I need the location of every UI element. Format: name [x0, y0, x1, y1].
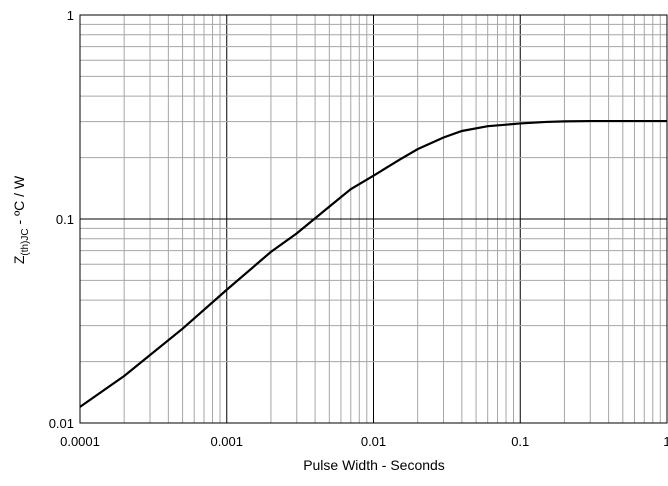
- y-tick-label: 1: [67, 8, 74, 23]
- x-tick-label: 0.001: [210, 434, 243, 449]
- plot-area: [79, 14, 668, 424]
- y-tick-labels: 0.01 0.1 1: [49, 8, 74, 431]
- x-tick-labels: 0.0001 0.001 0.01 0.1 1: [60, 434, 668, 449]
- x-tick-label: 0.1: [511, 434, 529, 449]
- y-label-unit: - ºC / W: [11, 175, 27, 228]
- grid: [79, 15, 667, 424]
- y-label-z: Z: [11, 255, 27, 264]
- series-line: [79, 119, 667, 408]
- x-tick-label: 1: [663, 434, 668, 449]
- x-tick-label: 0.0001: [60, 434, 100, 449]
- y-axis-label: Z(th)JC - ºC / W: [11, 175, 31, 264]
- y-tick-label: 0.01: [49, 416, 74, 431]
- y-tick-label: 0.1: [56, 212, 74, 227]
- y-label-subscript: (th)JC: [20, 228, 31, 255]
- x-axis-label: Pulse Width - Seconds: [303, 457, 445, 473]
- x-tick-label: 0.01: [361, 434, 386, 449]
